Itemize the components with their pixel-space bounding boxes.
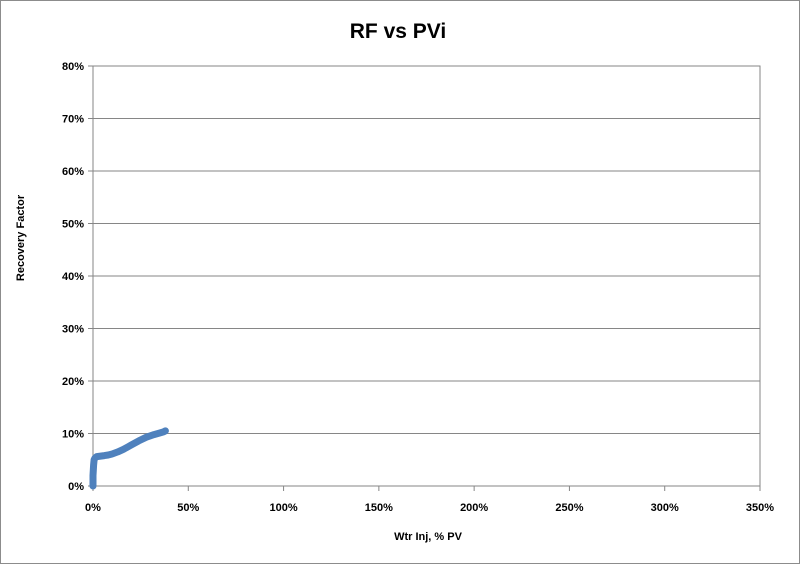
series-layer <box>89 427 169 490</box>
y-tick-label: 60% <box>62 166 84 178</box>
y-tick-label: 70% <box>62 114 84 126</box>
y-tick-label: 80% <box>62 61 84 73</box>
x-tick-label: 250% <box>555 502 583 514</box>
y-tick-label: 0% <box>68 481 84 493</box>
series-line <box>89 427 169 490</box>
x-tick-label: 0% <box>85 502 101 514</box>
x-tick-label: 150% <box>365 502 393 514</box>
x-tick-label: 200% <box>460 502 488 514</box>
y-tick-label: 10% <box>62 429 84 441</box>
x-tick-label: 300% <box>651 502 679 514</box>
x-tick-label: 100% <box>270 502 298 514</box>
y-axis-label: Recovery Factor <box>15 194 27 281</box>
x-tick-label: 50% <box>177 502 199 514</box>
y-tick-label: 30% <box>62 324 84 336</box>
x-axis-label: Wtr Inj, % PV <box>394 531 463 543</box>
y-tick-label: 20% <box>62 376 84 388</box>
x-axis-ticks: 0% 50% 100% 150% 200% 250% 300% 350% <box>85 486 774 514</box>
y-axis-ticks: 0% 10% 20% 30% 40% 50% 60% 70% 80% <box>62 61 93 493</box>
y-tick-label: 40% <box>62 271 84 283</box>
chart-title: RF vs PVi <box>350 20 447 43</box>
y-tick-label: 50% <box>62 219 84 231</box>
grid-lines <box>93 65 760 487</box>
x-tick-label: 350% <box>746 502 774 514</box>
